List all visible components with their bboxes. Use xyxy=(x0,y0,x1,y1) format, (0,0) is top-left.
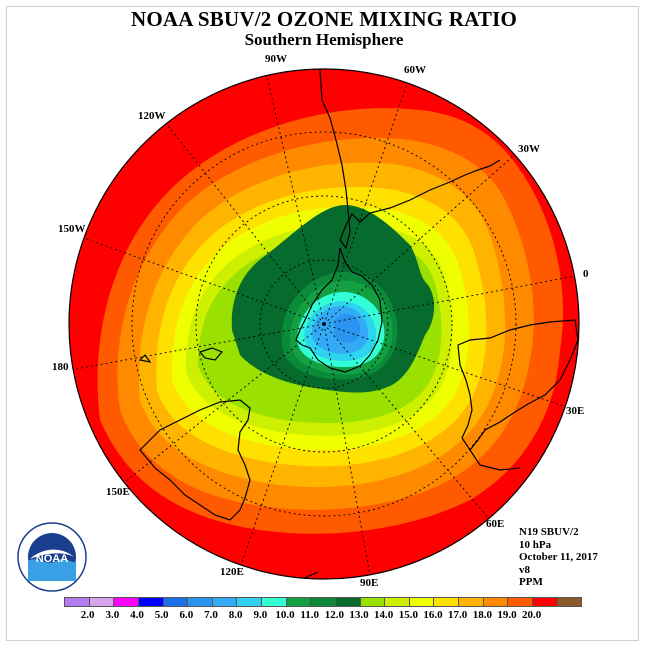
colorbar-swatch xyxy=(557,598,582,606)
noaa-logo-icon: NOAA xyxy=(16,521,88,593)
colorbar-tick-label: 6.0 xyxy=(179,609,194,621)
colorbar-swatch xyxy=(409,598,435,606)
map-title: NOAA SBUV/2 OZONE MIXING RATIO xyxy=(131,7,517,31)
colorbar-tick-label: 13.0 xyxy=(349,609,369,621)
colorbar-swatch xyxy=(483,598,509,606)
colorbar-swatch xyxy=(188,598,213,606)
colorbar-swatch xyxy=(212,598,238,606)
map-boundary xyxy=(68,68,580,580)
info-panel: N19 SBUV/2 10 hPa October 11, 2017 v8 PP… xyxy=(519,526,598,589)
colorbar-tick-label: 4.0 xyxy=(130,609,144,621)
colorbar-tick-label: 16.0 xyxy=(423,609,443,621)
lon-180: 180 xyxy=(52,361,69,373)
colorbar-swatch xyxy=(311,598,336,606)
colorbar-swatch xyxy=(532,598,558,606)
colorbar-tick-label: 11.0 xyxy=(300,609,319,621)
lon-150w: 150W xyxy=(58,223,86,235)
colorbar-tick-label: 10.0 xyxy=(275,609,295,621)
colorbar-swatch xyxy=(262,598,287,606)
colorbar-swatch xyxy=(459,598,484,606)
colorbar-swatch xyxy=(237,598,262,606)
colorbar-tick-label: 5.0 xyxy=(154,609,169,621)
logo-text: NOAA xyxy=(36,553,68,565)
colorbar-swatch xyxy=(138,598,164,606)
colorbar-tick-label: 8.0 xyxy=(228,609,243,621)
colorbar-tick-label: 14.0 xyxy=(374,609,394,621)
colorbar-tick-label: 19.0 xyxy=(497,609,517,621)
colorbar-swatch xyxy=(65,598,90,606)
lon-150e: 150E xyxy=(106,486,130,498)
colorbar xyxy=(64,597,582,607)
version-label: v8 xyxy=(519,563,530,576)
lon-60w: 60W xyxy=(404,64,426,76)
level-label: 10 hPa xyxy=(519,538,552,551)
lon-30w: 30W xyxy=(518,143,540,155)
colorbar-swatch xyxy=(360,598,386,606)
lon-90e: 90E xyxy=(360,577,378,589)
colorbar-ticks: 2.0 3.0 4.0 5.0 6.0 7.0 8.0 9.0 10.0 11.0 12.0 13.0… xyxy=(0,609,648,623)
lon-120e: 120E xyxy=(220,566,244,578)
lon-120w: 120W xyxy=(138,110,166,122)
colorbar-tick-label: 12.0 xyxy=(324,609,344,621)
plot-frame xyxy=(6,6,639,641)
lon-0: 0 xyxy=(583,268,589,280)
colorbar-swatch xyxy=(89,598,115,606)
colorbar-swatch xyxy=(434,598,459,606)
colorbar-tick-label: 17.0 xyxy=(448,609,468,621)
colorbar-swatch xyxy=(508,598,533,606)
colorbar-swatch xyxy=(286,598,312,606)
lon-30e: 30E xyxy=(566,405,584,417)
colorbar-tick-label: 3.0 xyxy=(105,609,120,621)
colorbar-tick-label: 15.0 xyxy=(398,609,418,621)
map-subtitle: Southern Hemisphere xyxy=(244,30,404,49)
colorbar-tick-label: 20.0 xyxy=(522,609,542,621)
colorbar-tick-label: 7.0 xyxy=(204,609,218,621)
instrument-label: N19 SBUV/2 xyxy=(519,526,579,538)
colorbar-tick-label: 9.0 xyxy=(253,609,268,621)
coastlines xyxy=(138,69,579,579)
graticule xyxy=(69,69,579,576)
colorbar-swatch xyxy=(335,598,361,606)
colorbar-tick-label: 2.0 xyxy=(80,609,95,621)
date-label: October 11, 2017 xyxy=(519,551,598,563)
units-label: PPM xyxy=(519,576,543,588)
lon-60e: 60E xyxy=(486,518,504,530)
colorbar-tick-label: 18.0 xyxy=(472,609,492,621)
colorbar-swatch xyxy=(114,598,139,606)
lon-90w: 90W xyxy=(265,53,287,65)
colorbar-swatch xyxy=(385,598,410,606)
colorbar-swatch xyxy=(163,598,189,606)
